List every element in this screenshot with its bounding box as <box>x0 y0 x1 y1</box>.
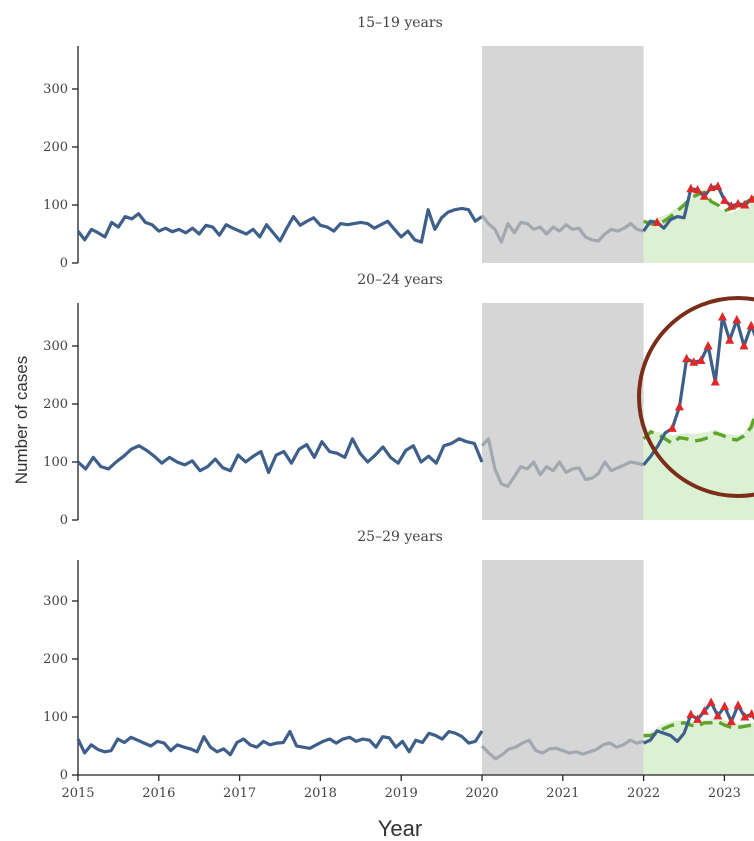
x-tick-label: 2018 <box>304 786 337 801</box>
excess-marker <box>739 341 749 350</box>
x-tick-label: 2020 <box>465 786 498 801</box>
panel-title: 20–24 years <box>357 272 443 288</box>
excess-marker <box>726 201 736 210</box>
y-tick-label: 200 <box>43 652 68 667</box>
excess-marker <box>703 341 713 350</box>
y-tick-label: 300 <box>43 82 68 97</box>
excess-marker <box>713 710 723 720</box>
x-tick-label: 2023 <box>708 786 741 801</box>
x-tick-label: 2015 <box>61 786 94 801</box>
y-tick-label: 200 <box>43 397 68 412</box>
panel-3: 25–29 years 0 100 200 300 <box>43 529 754 783</box>
excess-marker <box>740 200 750 209</box>
y-tick-label: 100 <box>43 710 68 725</box>
panel-1: 15–19 years 0 100 200 300 <box>43 15 754 271</box>
excess-marker <box>686 183 696 193</box>
excess-marker <box>706 697 716 706</box>
observed-line-pandemic <box>480 437 645 488</box>
y-tick-label: 300 <box>43 594 68 609</box>
excess-marker <box>689 357 699 366</box>
x-tick-label: 2021 <box>546 786 579 801</box>
pandemic-shade <box>482 560 644 775</box>
excess-marker <box>696 355 706 364</box>
excess-marker <box>693 184 703 194</box>
x-tick-label: 2016 <box>142 786 175 801</box>
x-tick-label: 2017 <box>223 786 256 801</box>
excess-marker <box>652 217 662 226</box>
expected-band <box>643 194 754 263</box>
observed-line-pandemic <box>480 738 645 761</box>
excess-marker <box>732 314 742 324</box>
excess-marker <box>726 716 736 726</box>
excess-marker <box>706 182 716 192</box>
x-tick-label: 2019 <box>385 786 418 801</box>
observed-line-prepandemic <box>76 437 484 475</box>
observed-line-prepandemic <box>76 729 484 757</box>
excess-marker <box>746 320 754 330</box>
panel-title: 15–19 years <box>357 15 443 31</box>
y-tick-label: 300 <box>43 339 68 354</box>
excess-marker <box>733 198 743 208</box>
excess-marker <box>720 195 730 204</box>
excess-marker <box>693 714 703 723</box>
excess-marker <box>725 335 735 344</box>
panel-title: 25–29 years <box>357 529 443 545</box>
y-tick-label: 100 <box>43 455 68 470</box>
excess-marker <box>740 712 750 721</box>
y-axis-label: Number of cases <box>12 356 31 485</box>
excess-marker <box>720 701 730 711</box>
excess-marker <box>674 401 684 411</box>
excess-marker <box>699 706 709 715</box>
excess-marker <box>713 181 723 190</box>
excess-marker <box>747 709 754 718</box>
excess-marker <box>699 191 709 200</box>
highlight-circle <box>637 296 754 498</box>
excess-marker <box>667 423 677 432</box>
observed-line-pandemic <box>480 214 645 244</box>
x-axis-label: Year <box>378 816 422 841</box>
excess-marker <box>710 376 720 386</box>
expected-band <box>643 718 754 775</box>
excess-marker <box>733 700 743 709</box>
expected-dashed-line <box>643 719 754 738</box>
observed-line-prepandemic <box>76 206 483 244</box>
excess-marker <box>682 353 692 363</box>
y-tick-label: 0 <box>60 256 68 271</box>
excess-marker <box>717 312 727 321</box>
excess-marker <box>747 194 754 203</box>
excess-marker <box>686 709 696 719</box>
y-tick-label: 0 <box>60 513 68 528</box>
y-tick-label: 100 <box>43 198 68 213</box>
panel-2: 20–24 years 0 100 200 300 <box>43 272 754 528</box>
y-tick-label: 200 <box>43 140 68 155</box>
y-tick-label: 0 <box>60 768 68 783</box>
x-tick-label: 2022 <box>627 786 660 801</box>
